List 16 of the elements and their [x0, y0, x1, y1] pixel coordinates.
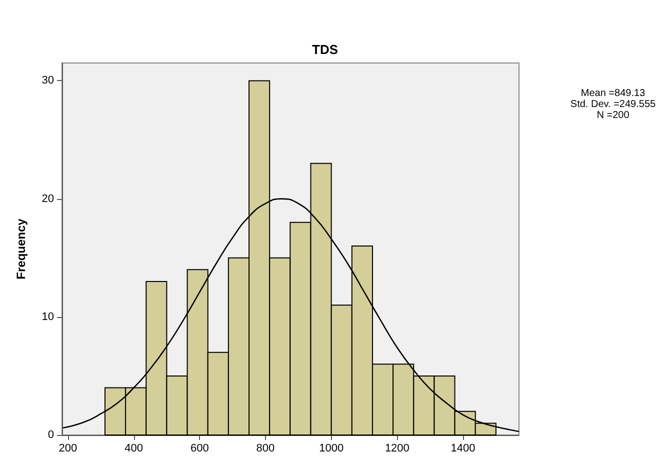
y-axis-title: Frequency [14, 218, 28, 280]
x-tick-label: 600 [190, 442, 209, 454]
text: Mean =849.13 [580, 88, 646, 99]
y-tick-label: 0 [48, 429, 54, 441]
text: Std. Dev. =249.555 [570, 99, 656, 110]
x-tick-label: 1000 [319, 442, 344, 454]
text: N =200 [596, 110, 630, 121]
x-tick-label: 800 [256, 442, 275, 454]
chart-title: TDS [312, 42, 338, 57]
x-tick-label: 400 [124, 442, 143, 454]
y-tick-label: 30 [42, 74, 54, 87]
x-tick-label: 1400 [450, 442, 476, 454]
x-tick-label: 200 [58, 442, 78, 454]
y-tick-label: 20 [42, 192, 54, 205]
x-tick-label: 1200 [384, 442, 410, 454]
y-tick-label: 10 [42, 310, 54, 323]
